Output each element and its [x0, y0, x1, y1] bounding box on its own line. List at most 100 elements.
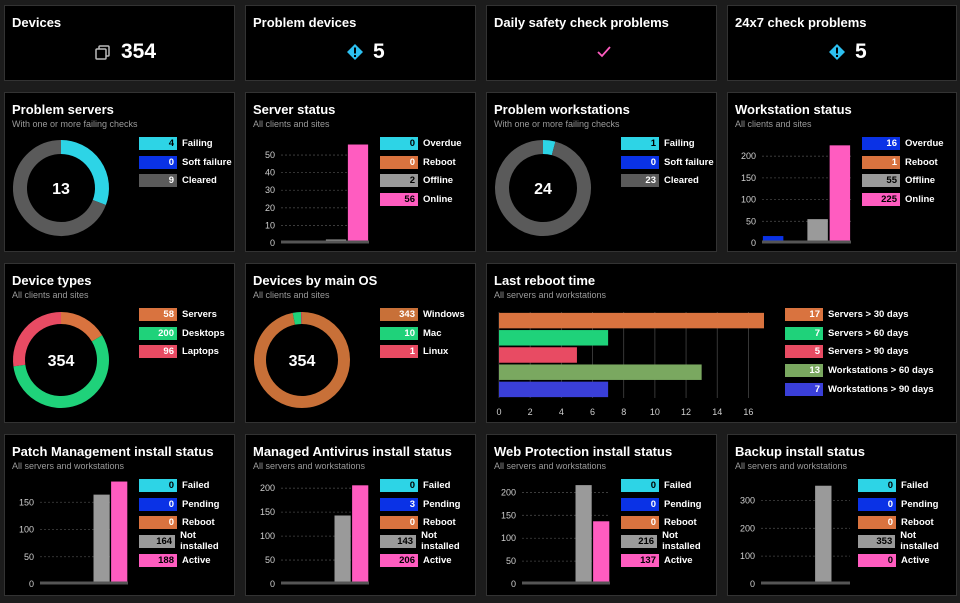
problem-servers-donut[interactable]: 13	[5, 93, 235, 252]
legend-item[interactable]: 1 Linux	[380, 342, 465, 361]
legend-item[interactable]: 16 Overdue	[862, 134, 944, 153]
legend-item[interactable]: 216 Not installed	[621, 530, 716, 552]
legend-item[interactable]: 0 Reboot	[380, 513, 475, 532]
legend-item[interactable]: 0 Reboot	[621, 513, 716, 532]
devices-by-os-tile[interactable]: Devices by main OS All clients and sites…	[245, 263, 476, 423]
legend-item[interactable]: 10 Mac	[380, 324, 465, 343]
bar-servers-30-days[interactable]	[499, 312, 764, 329]
donut-slice-failing[interactable]	[60, 140, 109, 206]
legend-item[interactable]: 23 Cleared	[621, 171, 714, 190]
legend-item[interactable]: 0 Pending	[858, 495, 956, 514]
legend-item[interactable]: 0 Failed	[621, 476, 716, 495]
workstation-status-tile[interactable]: Workstation status All clients and sites…	[727, 92, 957, 252]
legend-item[interactable]: 56 Online	[380, 190, 462, 209]
legend: 4 Failing 0 Soft failure 9 Cleared	[139, 134, 232, 190]
bar-servers-90-days[interactable]	[499, 347, 577, 363]
bar-workstations-90-days[interactable]	[499, 381, 609, 398]
bar-offline[interactable]	[807, 219, 828, 243]
legend-item[interactable]: 96 Laptops	[139, 342, 225, 361]
device-types-tile[interactable]: Device types All clients and sites 354 5…	[4, 263, 235, 423]
legend-value: 0	[380, 155, 418, 169]
legend-item[interactable]: 225 Online	[862, 190, 944, 209]
donut-slice-windows[interactable]	[254, 312, 350, 408]
devices-tile[interactable]: Devices 354	[4, 5, 235, 81]
legend-item[interactable]: 5 Servers > 90 days	[785, 342, 934, 361]
bar-active[interactable]	[593, 521, 610, 584]
bar-active[interactable]	[352, 485, 369, 584]
bar-online[interactable]	[347, 144, 369, 243]
donut-slice-cleared[interactable]	[495, 140, 591, 236]
legend-item[interactable]: 0 Failed	[139, 476, 234, 495]
legend-item[interactable]: 0 Reboot	[139, 513, 234, 532]
legend-item[interactable]: 0 Active	[858, 551, 956, 570]
legend-item[interactable]: 0 Pending	[139, 495, 234, 514]
server-status-tile[interactable]: Server status All clients and sites 0 10 2…	[245, 92, 476, 252]
legend-item[interactable]: 1 Reboot	[862, 153, 944, 172]
web-protection-bar-chart[interactable]: 0 50 100 150 200	[487, 435, 717, 596]
bar-not-installed[interactable]	[93, 494, 110, 584]
donut-slice-cleared[interactable]	[13, 140, 106, 236]
legend-item[interactable]: 7 Servers > 60 days	[785, 324, 934, 343]
bar-online[interactable]	[829, 145, 851, 243]
bar-not-installed[interactable]	[575, 485, 592, 584]
donut-slice-mac[interactable]	[292, 312, 302, 325]
last-reboot-tile[interactable]: Last reboot time All servers and worksta…	[486, 263, 957, 423]
patch-tile[interactable]: Patch Management install status All serv…	[4, 434, 235, 596]
legend-item[interactable]: 7 Workstations > 90 days	[785, 380, 934, 399]
check-24x7-tile[interactable]: 24x7 check problems 5	[727, 5, 957, 81]
legend-item[interactable]: 13 Workstations > 60 days	[785, 361, 934, 380]
legend-item[interactable]: 188 Active	[139, 551, 234, 570]
legend-item[interactable]: 2 Offline	[380, 171, 462, 190]
legend-item[interactable]: 55 Offline	[862, 171, 944, 190]
legend-item[interactable]: 0 Soft failure	[621, 153, 714, 172]
legend-item[interactable]: 1 Failing	[621, 134, 714, 153]
legend-item[interactable]: 164 Not installed	[139, 530, 234, 552]
legend-item[interactable]: 0 Overdue	[380, 134, 462, 153]
legend-item[interactable]: 0 Failed	[858, 476, 956, 495]
device-types-donut[interactable]: 354	[5, 264, 235, 423]
legend-item[interactable]: 58 Servers	[139, 305, 225, 324]
donut-slice-desktops[interactable]	[13, 335, 109, 408]
problem-servers-tile[interactable]: Problem servers With one or more failing…	[4, 92, 235, 252]
problem-devices-tile[interactable]: Problem devices 5	[245, 5, 476, 81]
last-reboot-bar-chart[interactable]: 0 2 4 6 8 10 12 14 16	[487, 264, 957, 423]
problem-workstations-donut[interactable]: 24	[487, 93, 717, 252]
donut-slice-laptops[interactable]	[13, 312, 62, 367]
workstation-status-bar-chart[interactable]: 0 50 100 150 200	[728, 93, 957, 252]
backup-bar-chart[interactable]: 0 100 200 300	[728, 435, 957, 596]
donut-slice-servers[interactable]	[60, 312, 103, 342]
devices-by-os-donut[interactable]: 354	[246, 264, 476, 423]
legend-item[interactable]: 200 Desktops	[139, 324, 225, 343]
problem-workstations-tile[interactable]: Problem workstations With one or more fa…	[486, 92, 717, 252]
donut-slice-failing[interactable]	[542, 140, 556, 156]
patch-bar-chart[interactable]: 0 50 100 150	[5, 435, 235, 596]
antivirus-bar-chart[interactable]: 0 50 100 150 200	[246, 435, 476, 596]
legend-item[interactable]: 17 Servers > 30 days	[785, 305, 934, 324]
legend-item[interactable]: 0 Pending	[621, 495, 716, 514]
bar-active[interactable]	[111, 481, 128, 584]
legend-value: 206	[380, 553, 418, 567]
bar-not-installed[interactable]	[334, 515, 351, 584]
bar-overdue[interactable]	[762, 236, 784, 243]
legend-item[interactable]: 0 Reboot	[858, 513, 956, 532]
legend-item[interactable]: 0 Soft failure	[139, 153, 232, 172]
legend-item[interactable]: 206 Active	[380, 551, 475, 570]
bar-not-installed[interactable]	[815, 485, 832, 584]
legend-item[interactable]: 143 Not installed	[380, 530, 475, 552]
daily-safety-tile[interactable]: Daily safety check problems	[486, 5, 717, 81]
legend-item[interactable]: 9 Cleared	[139, 171, 232, 190]
bar-servers-60-days[interactable]	[499, 330, 609, 346]
legend-item[interactable]: 4 Failing	[139, 134, 232, 153]
legend-item[interactable]: 0 Reboot	[380, 153, 462, 172]
legend-label: Reboot	[664, 517, 697, 529]
legend-item[interactable]: 353 Not installed	[858, 530, 956, 552]
antivirus-tile[interactable]: Managed Antivirus install status All ser…	[245, 434, 476, 596]
web-protection-tile[interactable]: Web Protection install status All server…	[486, 434, 717, 596]
bar-workstations-60-days[interactable]	[499, 364, 702, 380]
legend-item[interactable]: 3 Pending	[380, 495, 475, 514]
legend-item[interactable]: 343 Windows	[380, 305, 465, 324]
legend-item[interactable]: 137 Active	[621, 551, 716, 570]
legend-item[interactable]: 0 Failed	[380, 476, 475, 495]
backup-tile[interactable]: Backup install status All servers and wo…	[727, 434, 957, 596]
